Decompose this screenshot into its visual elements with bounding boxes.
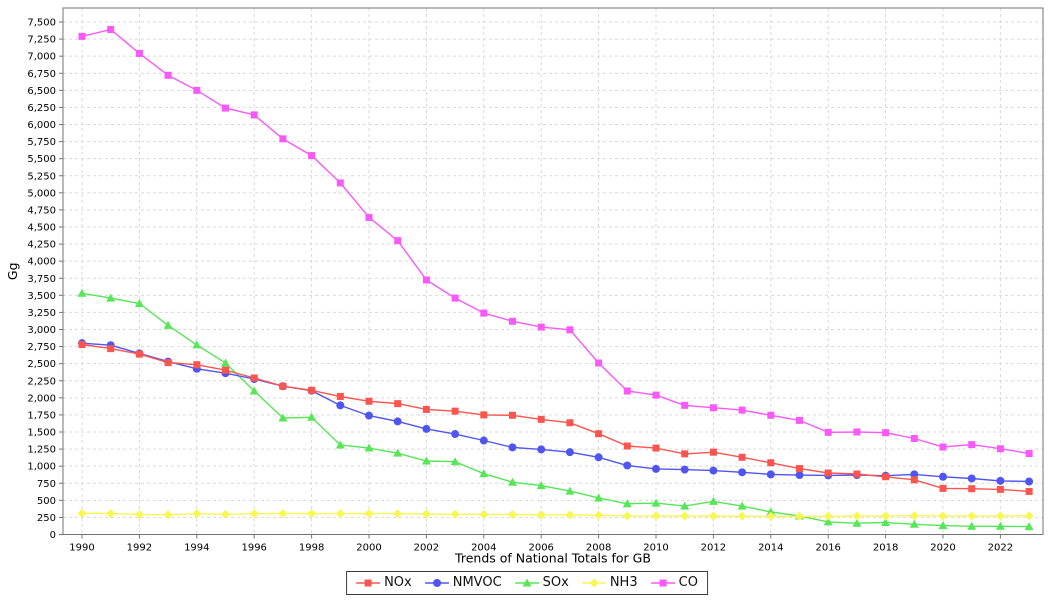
y-tick-label: 1,000 [27, 462, 56, 473]
grid-lines [63, 8, 1043, 535]
y-tick-label: 6,000 [27, 120, 56, 131]
series-markers-SOx [77, 288, 1034, 531]
x-tick-label: 1994 [184, 543, 209, 554]
y-tick-label: 2,500 [27, 359, 56, 370]
y-tick-label: 5,250 [27, 171, 56, 182]
y-tick-label: 7,500 [27, 18, 56, 29]
legend-label: NH3 [609, 575, 638, 590]
y-tick-label: 2,250 [27, 376, 56, 387]
y-tick-label: 1,250 [27, 445, 56, 456]
chart-legend: NOx NMVOC SOx NH3 CO [346, 571, 708, 595]
x-tick-label: 2008 [586, 543, 611, 554]
y-tick-label: 1,750 [27, 410, 56, 421]
plot-border [62, 7, 1044, 535]
legend-item-NH3: NH3 [581, 575, 638, 591]
x-tick-label: 2010 [643, 543, 668, 554]
x-tick-label: 2022 [988, 543, 1013, 554]
y-tick-label: 3,000 [27, 325, 56, 336]
y-tick-label: 250 [37, 513, 56, 524]
x-tick-label: 1996 [241, 543, 266, 554]
x-tick-label: 2012 [701, 543, 726, 554]
series-line-NOx [81, 343, 1030, 493]
y-axis-title: Gg [5, 262, 20, 280]
legend-marker-square-icon [650, 579, 675, 587]
y-axis: 0 250 500 750 1,000 1,250 1,500 1,750 2,000 2,250… [27, 18, 63, 541]
y-tick-label: 6,250 [27, 103, 56, 114]
y-tick-label: 2,750 [27, 342, 56, 353]
y-tick-label: 3,500 [27, 291, 56, 302]
x-tick-label: 2004 [471, 543, 496, 554]
series-markers-NH3 [77, 508, 1034, 521]
legend-marker-circle-icon [424, 579, 449, 587]
legend-label: NOx [384, 575, 412, 590]
y-tick-label: 5,750 [27, 137, 56, 148]
y-tick-label: 6,750 [27, 69, 56, 80]
series-markers-CO [78, 26, 1033, 458]
y-tick-label: 5,000 [27, 188, 56, 199]
x-tick-label: 2014 [758, 543, 783, 554]
x-axis-title: Trends of National Totals for GB [454, 551, 651, 566]
y-tick-label: 7,250 [27, 35, 56, 46]
legend-item-NOx: NOx [356, 575, 412, 591]
legend-marker-diamond-icon [581, 578, 606, 588]
series-line-NH3 [81, 512, 1030, 518]
y-tick-label: 2,000 [27, 393, 56, 404]
legend-marker-triangle-icon [514, 578, 539, 587]
series-CO [78, 26, 1033, 458]
x-tick-label: 2006 [528, 543, 553, 554]
series-line-SOx [81, 292, 1030, 528]
y-tick-label: 3,250 [27, 308, 56, 319]
y-tick-label: 0 [50, 530, 56, 541]
legend-marker-square-icon [356, 579, 381, 587]
series-NOx [78, 341, 1033, 495]
y-tick-label: 5,500 [27, 154, 56, 165]
y-tick-label: 750 [37, 479, 56, 490]
x-tick-label: 2002 [414, 543, 439, 554]
series-NH3 [77, 508, 1034, 521]
x-tick-label: 2018 [873, 543, 898, 554]
y-tick-label: 4,250 [27, 240, 56, 251]
legend-item-SOx: SOx [514, 575, 569, 591]
x-axis: 1990 1992 1994 1996 1998 2000 2002 2004 2006 2008… [69, 534, 1013, 554]
legend-item-CO: CO [650, 575, 698, 591]
legend-item-NMVOC: NMVOC [424, 575, 502, 591]
legend-label: CO [678, 575, 698, 590]
series-line-CO [81, 28, 1030, 455]
x-tick-label: 2000 [356, 543, 381, 554]
series-SOx [77, 288, 1034, 531]
y-tick-label: 1,500 [27, 428, 56, 439]
x-tick-label: 1998 [299, 543, 324, 554]
y-tick-label: 7,000 [27, 52, 56, 63]
y-tick-label: 6,500 [27, 86, 56, 97]
y-tick-label: 500 [37, 496, 56, 507]
series-markers-NOx [78, 341, 1033, 495]
x-tick-label: 2016 [815, 543, 840, 554]
x-tick-label: 1992 [127, 543, 152, 554]
x-tick-label: 2020 [930, 543, 955, 554]
y-tick-label: 4,750 [27, 205, 56, 216]
legend-label: SOx [542, 575, 569, 590]
y-tick-label: 3,750 [27, 274, 56, 285]
legend-label: NMVOC [452, 575, 502, 590]
y-tick-label: 4,000 [27, 257, 56, 268]
x-tick-label: 1990 [69, 543, 94, 554]
y-tick-label: 4,500 [27, 223, 56, 234]
